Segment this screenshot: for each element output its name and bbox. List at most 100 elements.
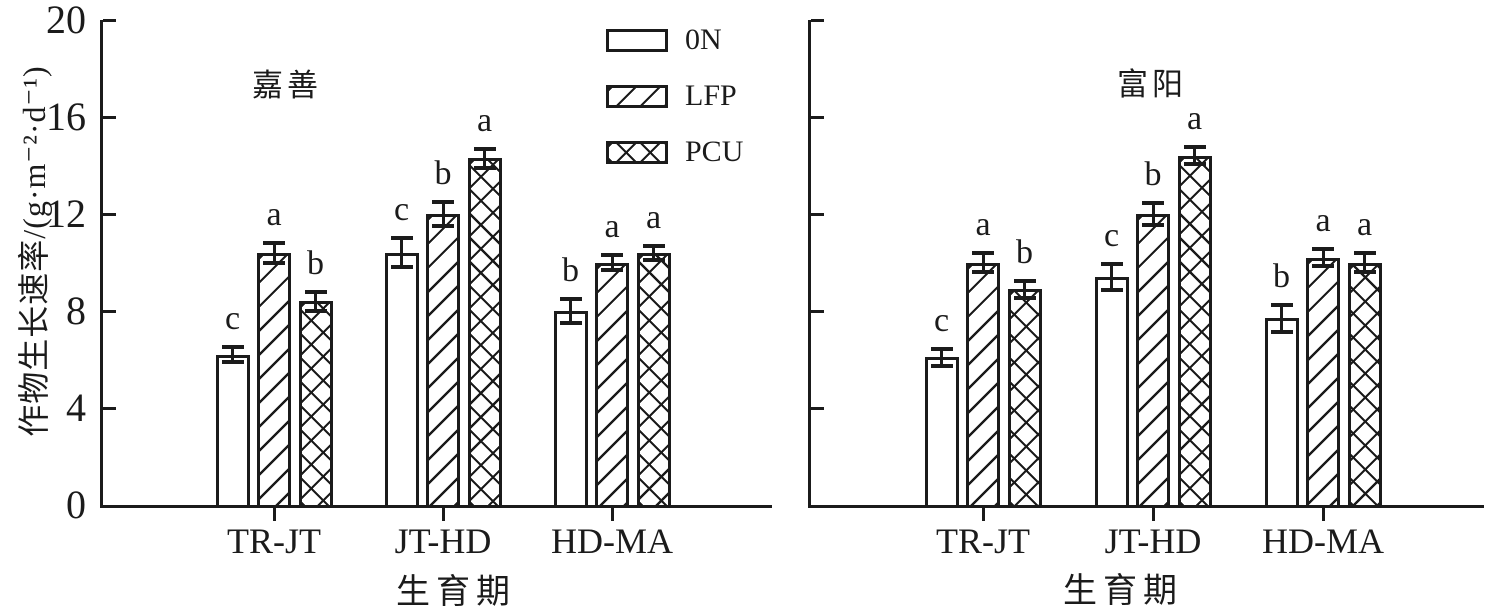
legend-item-lfp: LFP — [606, 81, 743, 111]
y-tick — [811, 213, 824, 216]
x-tick — [272, 508, 276, 521]
error-bar-stem — [1110, 263, 1113, 291]
error-bar-cap-top — [642, 243, 665, 248]
error-bar-stem — [231, 347, 234, 362]
error-bar-cap-bottom — [1142, 222, 1164, 227]
legend-swatch-pcu — [606, 140, 668, 164]
error-bar-cap-top — [473, 146, 496, 151]
error-bar-cap-top — [930, 346, 953, 351]
sig-letter-LFP-TR-JT: a — [975, 205, 991, 243]
error-bar-cap-top — [390, 236, 413, 241]
error-bar-cap-bottom — [1312, 264, 1334, 269]
bar-0N-HD-MA — [1264, 318, 1299, 508]
sig-letter-LFP-JT-HD: b — [434, 154, 452, 192]
error-bar-stem — [1193, 147, 1196, 165]
y-tick — [103, 213, 116, 216]
error-bar-stem — [400, 238, 403, 268]
error-bar-stem — [272, 243, 276, 263]
bar-PCU-TR-JT — [1007, 289, 1042, 508]
error-bar-stem — [1321, 249, 1325, 267]
x-tick — [1321, 508, 1325, 521]
error-bar-cap-top — [263, 241, 285, 246]
error-bar-stem — [441, 201, 445, 227]
error-bar-cap-bottom — [263, 260, 285, 265]
error-bar-cap-bottom — [390, 265, 413, 270]
y-tick — [811, 116, 824, 119]
x-category-label: JT-HD — [1104, 521, 1202, 561]
bar-LFP-JT-HD — [426, 214, 460, 508]
legend: 0N LFP PCU — [606, 25, 743, 167]
sig-letter-PCU-JT-HD: a — [1186, 100, 1203, 138]
error-bar-cap-bottom — [1270, 329, 1293, 334]
x-category-label: JT-HD — [394, 521, 492, 561]
y-tick-label: 12 — [46, 191, 86, 236]
y-axis-line — [808, 20, 811, 508]
sig-letter-LFP-JT-HD: b — [1144, 156, 1162, 194]
y-tick — [811, 19, 824, 22]
legend-label-pcu: PCU — [685, 135, 744, 168]
legend-label-lfp: LFP — [685, 79, 737, 112]
error-bar-cap-bottom — [473, 165, 496, 170]
y-tick-label: 20 — [46, 0, 86, 42]
bar-LFP-TR-JT — [257, 252, 291, 508]
error-bar-cap-top — [559, 296, 582, 301]
error-bar-stem — [1280, 304, 1283, 332]
error-bar-stem — [981, 252, 985, 273]
error-bar-cap-bottom — [601, 267, 623, 272]
x-category-label: HD-MA — [551, 521, 673, 561]
error-bar-cap-top — [1100, 261, 1123, 266]
bar-0N-TR-JT — [215, 354, 250, 508]
bar-0N-JT-HD — [384, 252, 419, 508]
error-bar-cap-top — [1142, 201, 1164, 206]
bar-PCU-HD-MA — [636, 252, 671, 508]
error-bar-cap-top — [432, 199, 454, 204]
x-axis-title-left: 生育期 — [396, 574, 516, 609]
y-axis-line — [100, 20, 103, 508]
sig-letter-0N-JT-HD: c — [393, 191, 410, 229]
error-bar-stem — [569, 298, 572, 324]
error-bar-cap-bottom — [930, 363, 953, 368]
bar-PCU-JT-HD — [1177, 155, 1212, 508]
sig-letter-0N-JT-HD: c — [1103, 216, 1120, 254]
x-category-label: TR-JT — [227, 521, 321, 561]
y-tick — [811, 407, 824, 410]
error-bar-cap-top — [1353, 250, 1376, 255]
bar-0N-JT-HD — [1094, 277, 1129, 508]
legend-swatch-lfp — [606, 84, 668, 108]
sig-letter-PCU-JT-HD: a — [476, 101, 493, 139]
bar-0N-TR-JT — [924, 357, 959, 508]
error-bar-cap-bottom — [1013, 295, 1036, 300]
sig-letter-PCU-HD-MA: a — [1356, 205, 1373, 243]
x-tick — [981, 508, 985, 521]
x-category-label: TR-JT — [936, 521, 1030, 561]
bar-PCU-JT-HD — [467, 158, 502, 508]
error-bar-cap-top — [972, 250, 994, 255]
sig-letter-PCU-TR-JT: b — [307, 244, 324, 282]
error-bar-stem — [610, 255, 614, 270]
error-bar-stem — [652, 245, 655, 261]
legend-item-pcu: PCU — [606, 137, 743, 167]
legend-item-0n: 0N — [606, 25, 743, 55]
y-tick-label: 8 — [66, 288, 86, 333]
y-tick — [103, 310, 116, 313]
error-bar-cap-bottom — [221, 359, 244, 364]
sig-letter-PCU-HD-MA: a — [645, 198, 662, 236]
error-bar-cap-top — [304, 289, 327, 294]
error-bar-cap-top — [221, 345, 244, 350]
panel-title-jiashan: 嘉善 — [252, 68, 322, 103]
error-bar-stem — [1363, 252, 1366, 273]
error-bar-stem — [483, 148, 486, 168]
error-bar-cap-bottom — [1183, 162, 1206, 167]
error-bar-cap-top — [1183, 145, 1206, 150]
bar-PCU-HD-MA — [1347, 262, 1382, 508]
y-tick — [103, 19, 116, 22]
bar-PCU-TR-JT — [298, 301, 333, 508]
sig-letter-PCU-TR-JT: b — [1016, 233, 1033, 271]
bar-LFP-HD-MA — [595, 262, 629, 508]
panel-title-fuyang: 富阳 — [1117, 67, 1187, 102]
error-bar-cap-bottom — [432, 224, 454, 229]
sig-letter-LFP-HD-MA: a — [604, 208, 620, 246]
sig-letter-LFP-HD-MA: a — [1315, 202, 1331, 240]
x-category-label: HD-MA — [1262, 521, 1384, 561]
